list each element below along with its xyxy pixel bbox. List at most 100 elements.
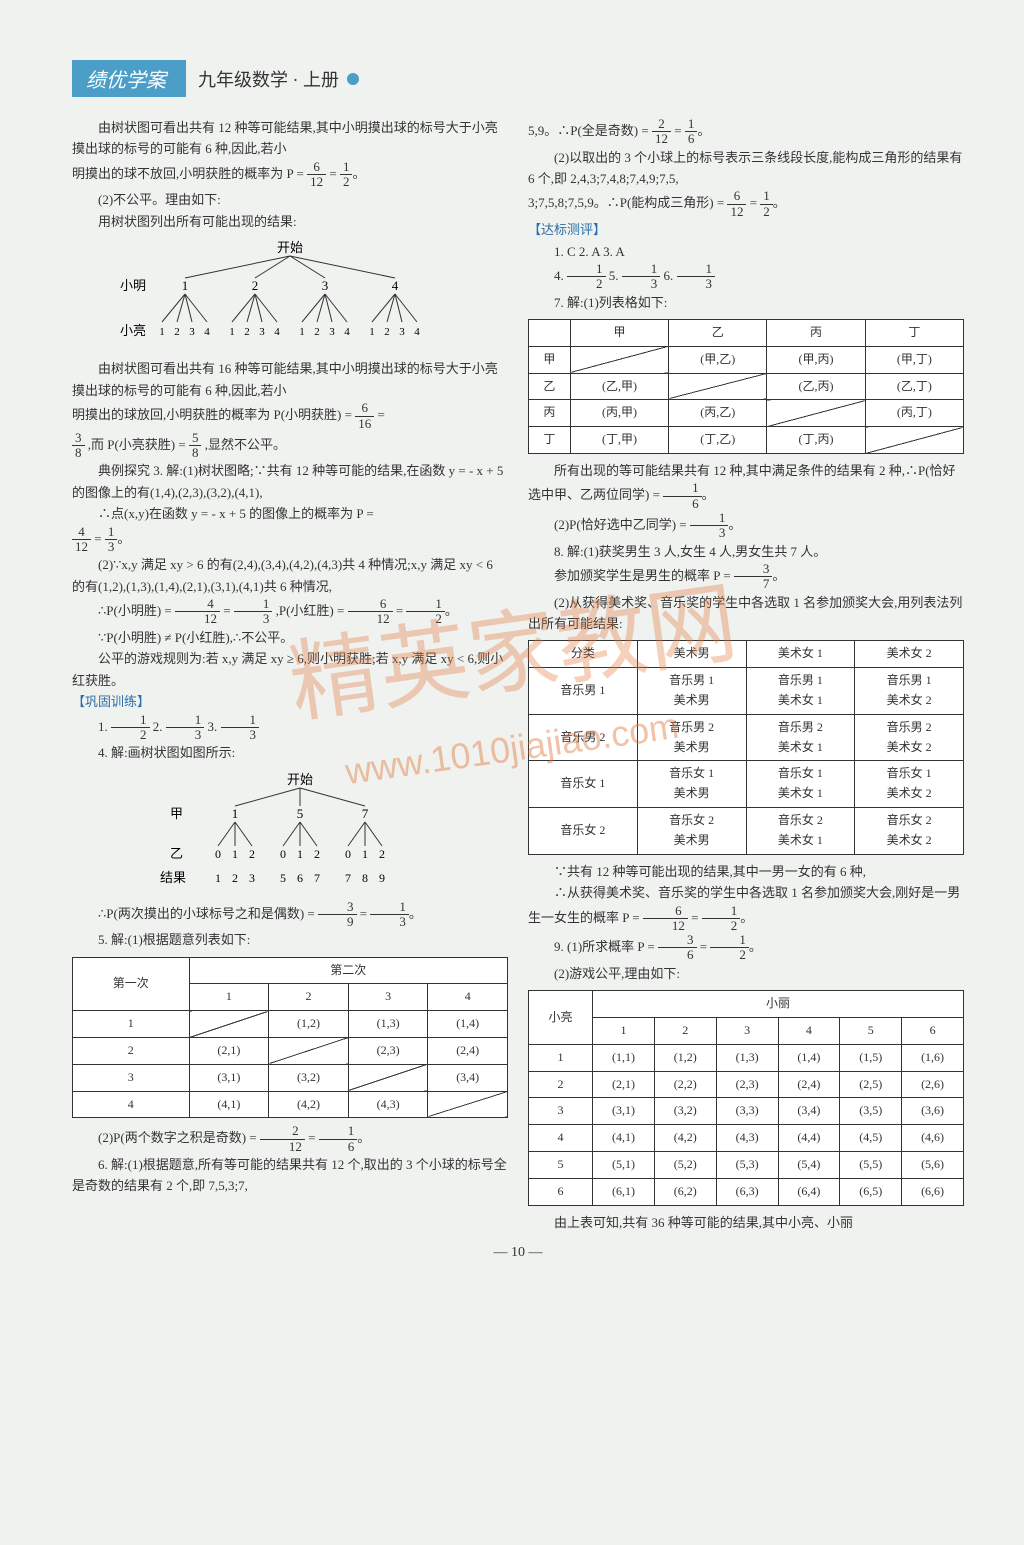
- paragraph: ∴点(x,y)在函数 y = - x + 5 的图像上的概率为 P =: [72, 503, 508, 524]
- table-cell: (3,5): [840, 1098, 902, 1125]
- table-cell: (3,1): [189, 1064, 269, 1091]
- table-cell: (6,4): [778, 1178, 840, 1205]
- fraction: 212: [652, 117, 671, 147]
- svg-text:9: 9: [379, 871, 385, 885]
- fraction: 612: [348, 597, 393, 627]
- table-cell: (1,3): [716, 1044, 778, 1071]
- svg-text:1: 1: [159, 326, 165, 338]
- table-cell: (2,1): [189, 1037, 269, 1064]
- table-cell: (3,4): [428, 1064, 508, 1091]
- table-header: 第一次: [73, 957, 190, 1011]
- table-cell: (3,2): [269, 1064, 349, 1091]
- table-cell: 音乐男 1美术女 1: [746, 668, 855, 715]
- table-cell: 6: [529, 1178, 593, 1205]
- table-cell: 音乐男 1美术女 2: [855, 668, 964, 715]
- svg-text:1: 1: [182, 278, 189, 293]
- paragraph: 6. 解:(1)根据题意,所有等可能的结果共有 12 个,取出的 3 个小球的标…: [72, 1154, 508, 1197]
- table-cell: (1,4): [778, 1044, 840, 1071]
- table-cell: (2,4): [428, 1037, 508, 1064]
- svg-text:甲: 甲: [170, 806, 183, 821]
- table-header: 美术女 2: [855, 641, 964, 668]
- text: ∴从获得美术奖、音乐奖的学生中各选取 1 名参加颁奖大会,刚好是一男生一女生的概…: [528, 885, 960, 924]
- table-cell: (1,2): [269, 1011, 349, 1038]
- table-cell: 音乐女 2美术女 2: [855, 808, 964, 855]
- table-cell: 音乐男 1: [529, 668, 638, 715]
- text: 明摸出的球不放回,小明获胜的概率为 P =: [72, 166, 307, 181]
- header-title: 九年级数学 · 上册: [198, 66, 339, 92]
- table-row: 甲乙丙丁: [529, 319, 964, 346]
- table-cell: (2,4): [778, 1071, 840, 1098]
- svg-text:6: 6: [297, 871, 303, 885]
- table-cell: (6,5): [840, 1178, 902, 1205]
- paragraph: 明摸出的球不放回,小明获胜的概率为 P = 612 = 12。: [72, 160, 508, 190]
- table-header: 5: [840, 1017, 902, 1044]
- page-container: 绩优学案 九年级数学 · 上册 由树状图可看出共有 12 种等可能结果,其中小明…: [0, 0, 1024, 1291]
- paragraph: 412 = 13。: [72, 525, 508, 555]
- text: 9. (1)所求概率 P =: [554, 939, 658, 954]
- table-row: 2(2,1)(2,3)(2,4): [73, 1037, 508, 1064]
- table-cell: [428, 1091, 508, 1118]
- fraction: 12: [702, 904, 741, 934]
- table-cell: (4,5): [840, 1125, 902, 1152]
- text: 5.: [609, 268, 622, 283]
- table-cell: (5,5): [840, 1151, 902, 1178]
- table-4: 小亮 小丽 123456 1(1,1)(1,2)(1,3)(1,4)(1,5)(…: [528, 990, 964, 1205]
- table-cell: [767, 400, 865, 427]
- text: 1.: [98, 718, 111, 733]
- paragraph: (2)以取出的 3 个小球上的标号表示三条线段长度,能构成三角形的结果有 6 个…: [528, 147, 964, 190]
- table-cell: [269, 1037, 349, 1064]
- fraction: 616: [355, 401, 374, 431]
- fraction: 12: [567, 262, 606, 292]
- table-header: 丙: [767, 319, 865, 346]
- table-cell: (2,3): [716, 1071, 778, 1098]
- table-row: 乙(乙,甲)(乙,丙)(乙,丁): [529, 373, 964, 400]
- svg-text:1: 1: [232, 847, 238, 861]
- svg-text:结果: 结果: [160, 870, 186, 885]
- svg-text:4: 4: [392, 278, 399, 293]
- table-row: 2(2,1)(2,2)(2,3)(2,4)(2,5)(2,6): [529, 1071, 964, 1098]
- table-cell: (4,3): [716, 1125, 778, 1152]
- table-header: 1: [593, 1017, 655, 1044]
- svg-text:2: 2: [384, 326, 390, 338]
- header-badge: 绩优学案: [72, 60, 186, 97]
- paragraph: 5. 解:(1)根据题意列表如下:: [72, 929, 508, 950]
- table-cell: (4,1): [189, 1091, 269, 1118]
- paragraph: (2)从获得美术奖、音乐奖的学生中各选取 1 名参加颁奖大会,用列表法列出所有可…: [528, 592, 964, 635]
- svg-text:2: 2: [252, 278, 259, 293]
- table-cell: (甲,乙): [669, 346, 767, 373]
- fraction: 612: [643, 904, 688, 934]
- table-cell: (4,2): [654, 1125, 716, 1152]
- table-header: 小亮: [529, 991, 593, 1045]
- table-header: 2: [269, 984, 349, 1011]
- svg-text:5: 5: [280, 871, 286, 885]
- table-2: 甲乙丙丁 甲(甲,乙)(甲,丙)(甲,丁)乙(乙,甲)(乙,丙)(乙,丁)丙(丙…: [528, 319, 964, 454]
- text: 参加颁奖学生是男生的概率 P =: [554, 568, 734, 583]
- paragraph: 由树状图可看出共有 12 种等可能结果,其中小明摸出球的标号大于小亮摸出球的标号…: [72, 117, 508, 160]
- table-cell: 乙: [529, 373, 571, 400]
- table-header: 1: [189, 984, 269, 1011]
- fraction: 16: [663, 481, 702, 511]
- table-cell: (6,3): [716, 1178, 778, 1205]
- fraction: 12: [340, 160, 353, 190]
- svg-text:4: 4: [414, 326, 420, 338]
- table-header: 第二次: [189, 957, 507, 984]
- text: 3;7,5,8;7,5,9。∴P(能构成三角形) =: [528, 195, 727, 210]
- table-cell: (6,2): [654, 1178, 716, 1205]
- text: ,显然不公平。: [205, 437, 286, 452]
- text: ,P(小红胜) =: [276, 603, 348, 618]
- fraction: 412: [175, 597, 220, 627]
- table-cell: [570, 346, 668, 373]
- paragraph: 8. 解:(1)获奖男生 3 人,女生 4 人,男女生共 7 人。: [528, 541, 964, 562]
- table-row: 4(4,1)(4,2)(4,3)(4,4)(4,5)(4,6): [529, 1125, 964, 1152]
- table-cell: (乙,甲): [570, 373, 668, 400]
- fraction: 13: [221, 713, 260, 743]
- page-header: 绩优学案 九年级数学 · 上册: [72, 60, 964, 97]
- svg-text:1: 1: [362, 847, 368, 861]
- svg-text:4: 4: [274, 326, 280, 338]
- table-cell: 音乐女 1美术女 1: [746, 761, 855, 808]
- left-column: 由树状图可看出共有 12 种等可能结果,其中小明摸出球的标号大于小亮摸出球的标号…: [72, 117, 508, 1233]
- paragraph: ∴从获得美术奖、音乐奖的学生中各选取 1 名参加颁奖大会,刚好是一男生一女生的概…: [528, 882, 964, 933]
- table-row: 1(1,2)(1,3)(1,4): [73, 1011, 508, 1038]
- fraction: 13: [105, 525, 118, 555]
- paragraph: 所有出现的等可能结果共有 12 种,其中满足条件的结果有 2 种,∴P(恰好选中…: [528, 460, 964, 511]
